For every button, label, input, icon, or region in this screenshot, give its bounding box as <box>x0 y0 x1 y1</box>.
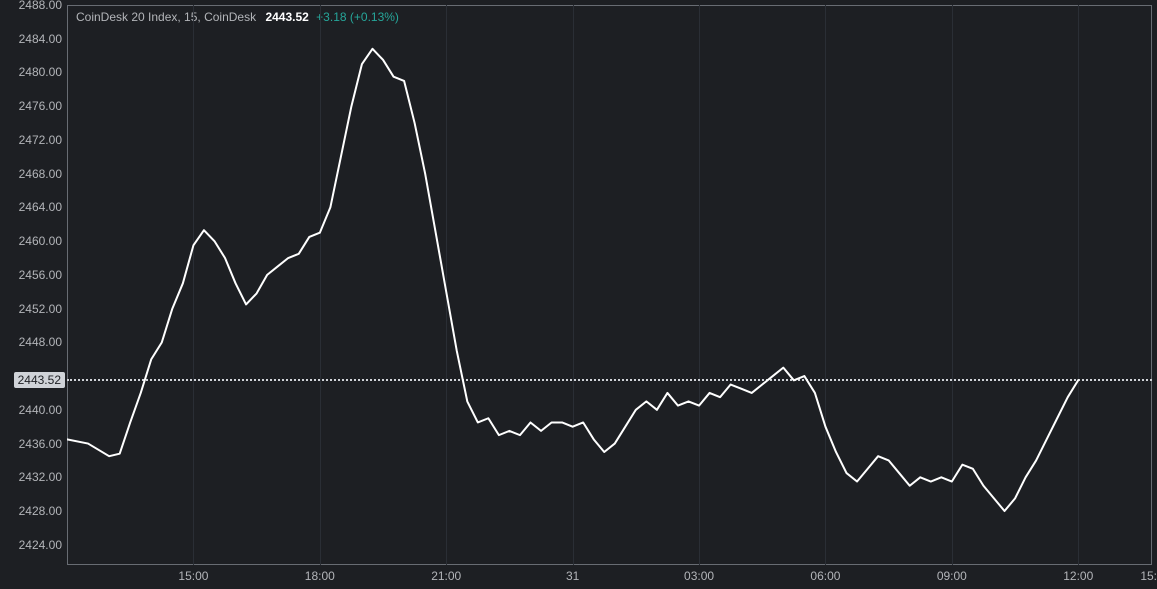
y-axis-label: 2424.00 <box>19 538 62 552</box>
y-axis-label: 2428.00 <box>19 504 62 518</box>
x-axis-label: 09:00 <box>937 569 967 583</box>
price-chart[interactable]: CoinDesk 20 Index, 15, CoinDesk 2443.52 … <box>0 0 1157 589</box>
x-axis-label: 03:00 <box>684 569 714 583</box>
x-axis-label: 31 <box>566 569 579 583</box>
x-axis-label: 06:00 <box>810 569 840 583</box>
price-line-plot <box>67 5 1152 565</box>
y-axis-label: 2448.00 <box>19 335 62 349</box>
y-axis-label: 2436.00 <box>19 437 62 451</box>
y-axis-label: 2432.00 <box>19 470 62 484</box>
x-axis-label: 18:00 <box>305 569 335 583</box>
y-axis-label: 2488.00 <box>19 0 62 12</box>
y-axis-label: 2476.00 <box>19 99 62 113</box>
y-axis-label: 2452.00 <box>19 302 62 316</box>
y-axis-label: 2472.00 <box>19 133 62 147</box>
y-axis-label: 2456.00 <box>19 268 62 282</box>
y-axis-label: 2480.00 <box>19 65 62 79</box>
y-axis-label: 2484.00 <box>19 32 62 46</box>
x-axis-label: 15:00 <box>178 569 208 583</box>
x-axis-label: 12:00 <box>1063 569 1093 583</box>
x-axis-label: 15:0 <box>1140 569 1157 583</box>
y-axis-current-tag: 2443.52 <box>14 372 65 388</box>
x-axis-label: 21:00 <box>431 569 461 583</box>
y-axis-label: 2468.00 <box>19 167 62 181</box>
y-axis-label: 2464.00 <box>19 200 62 214</box>
y-axis-label: 2440.00 <box>19 403 62 417</box>
y-axis-label: 2460.00 <box>19 234 62 248</box>
